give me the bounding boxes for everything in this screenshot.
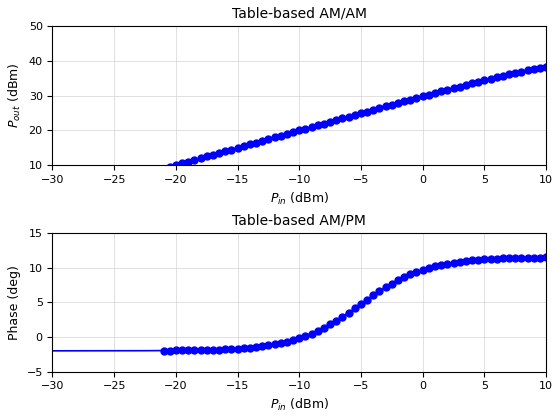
Y-axis label: $P_{out}$ (dBm): $P_{out}$ (dBm) — [7, 63, 23, 129]
Y-axis label: Phase (deg): Phase (deg) — [8, 265, 21, 340]
Title: Table-based AM/AM: Table-based AM/AM — [232, 7, 367, 21]
Title: Table-based AM/PM: Table-based AM/PM — [232, 213, 366, 228]
X-axis label: $P_{in}$ (dBm): $P_{in}$ (dBm) — [270, 397, 329, 413]
X-axis label: $P_{in}$ (dBm): $P_{in}$ (dBm) — [270, 190, 329, 207]
